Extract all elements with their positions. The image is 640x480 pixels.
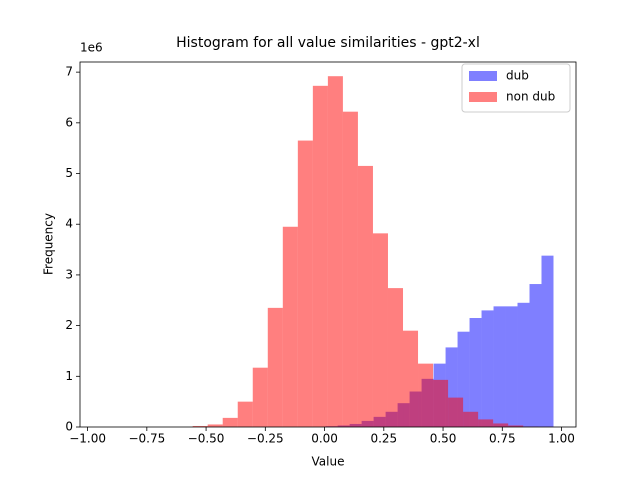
histogram-bar	[433, 379, 449, 427]
legend-swatch	[469, 92, 497, 102]
histogram-bar	[469, 318, 482, 427]
histogram-bar	[403, 330, 419, 427]
histogram-bar	[387, 288, 404, 427]
histogram-bar	[463, 411, 479, 427]
legend: dub non dub	[461, 63, 571, 113]
histogram-bar	[342, 111, 358, 428]
x-tick-label: 0.75	[489, 432, 516, 446]
histogram-bar	[282, 226, 298, 427]
x-tick-label: −1.00	[69, 432, 106, 446]
y-tick-label: 1	[65, 369, 73, 383]
histogram-bar	[192, 425, 208, 427]
histogram-bar	[297, 140, 313, 427]
y-tick-label: 6	[65, 115, 73, 129]
histogram-bar	[207, 424, 223, 427]
x-axis-label: Value	[312, 455, 345, 469]
x-tick-label: −0.50	[188, 432, 225, 446]
x-tick-label: 1.00	[548, 432, 575, 446]
histogram-bar	[267, 307, 283, 427]
histogram-bar	[505, 306, 518, 427]
histogram-bar	[508, 425, 524, 427]
x-tick-label: 0.50	[430, 432, 457, 446]
histogram-bar	[481, 310, 494, 427]
legend-label: non dub	[506, 90, 555, 104]
histogram-bar	[445, 347, 458, 427]
histogram-bar	[372, 233, 388, 427]
legend-label: dub	[506, 69, 529, 83]
plot-frame	[79, 61, 577, 428]
histogram-bar	[529, 284, 542, 427]
x-tick-label: −0.25	[247, 432, 284, 446]
histogram-bar	[222, 417, 238, 427]
y-axis-label: Frequency	[42, 213, 56, 275]
y-tick-label: 7	[65, 65, 73, 79]
histogram-bar	[517, 302, 530, 427]
histogram-bar	[237, 401, 253, 427]
histogram-bar	[457, 331, 470, 427]
histogram-bar	[493, 306, 506, 427]
histogram-bar	[541, 255, 554, 427]
y-tick-label: 3	[65, 267, 73, 281]
y-offset-label: 1e6	[80, 41, 103, 55]
histogram-bar	[252, 367, 268, 427]
y-tick-label: 4	[65, 217, 73, 231]
histogram-bar	[493, 423, 509, 427]
histogram-bar	[448, 397, 464, 427]
histogram-bar	[418, 363, 434, 427]
y-tick-label: 0	[65, 420, 73, 434]
chart-title: Histogram for all value similarities - g…	[176, 35, 480, 51]
histogram-bar	[478, 419, 494, 427]
histogram-bar	[357, 165, 373, 427]
histogram-bar	[312, 85, 328, 427]
legend-swatch	[469, 71, 497, 81]
histogram-bar	[327, 76, 343, 427]
x-tick-label: 0.25	[370, 432, 397, 446]
x-tick-label: 0.00	[311, 432, 338, 446]
y-tick-label: 2	[65, 318, 73, 332]
x-tick-label: −0.75	[128, 432, 165, 446]
y-tick-label: 5	[65, 166, 73, 180]
